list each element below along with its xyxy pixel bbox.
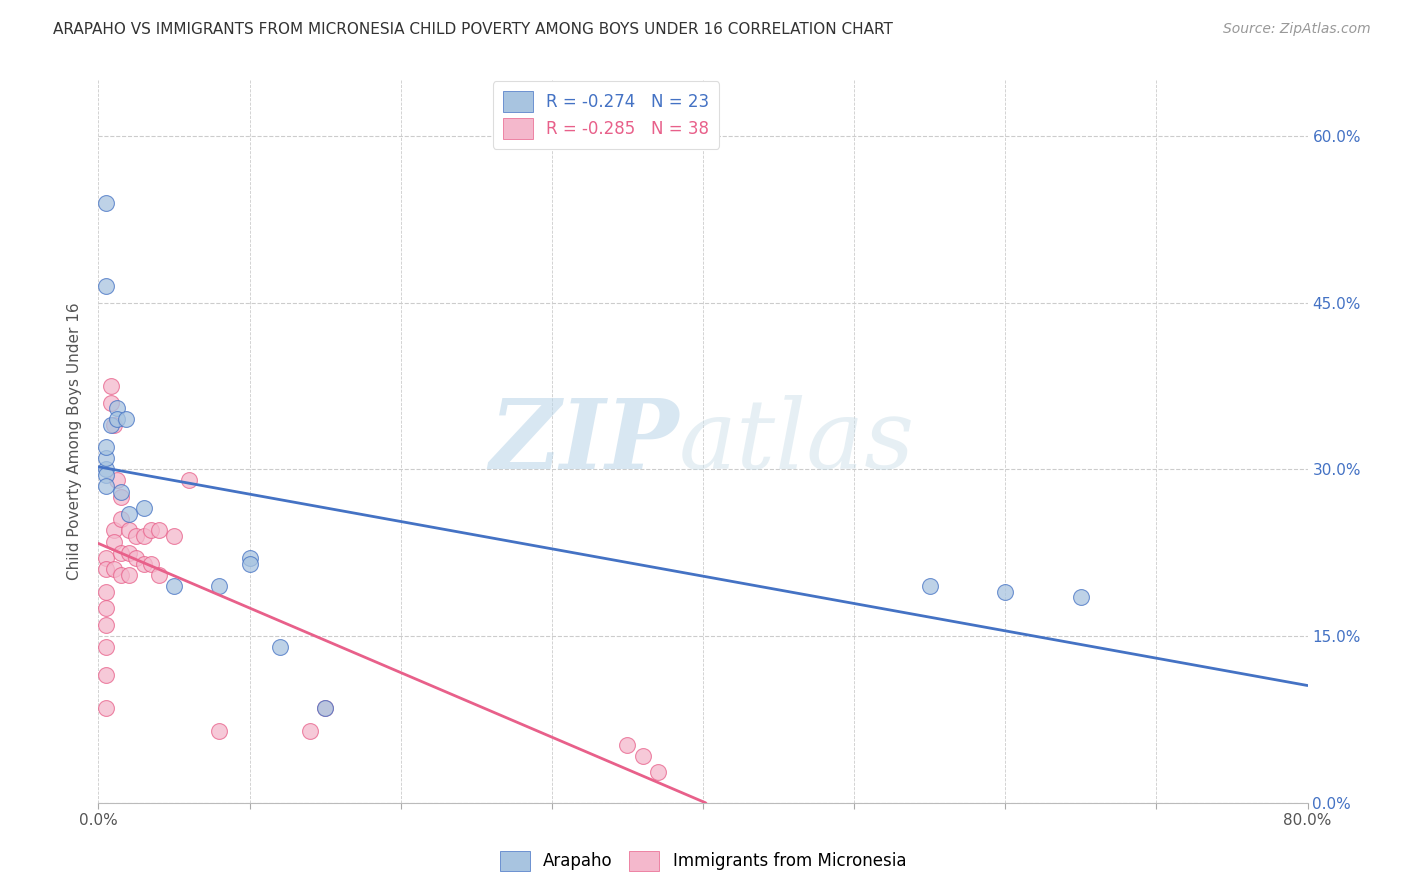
Point	[132, 557, 155, 571]
Point	[163, 579, 186, 593]
Point	[269, 640, 291, 655]
Point	[141, 524, 163, 538]
Point	[299, 723, 322, 738]
Point	[94, 551, 117, 566]
Point	[94, 668, 117, 682]
Point	[208, 579, 231, 593]
Point	[179, 474, 201, 488]
Point	[103, 417, 125, 432]
Point	[103, 562, 125, 576]
Point	[110, 546, 132, 560]
Point	[94, 562, 117, 576]
Y-axis label: Child Poverty Among Boys Under 16: Child Poverty Among Boys Under 16	[67, 302, 83, 581]
Point	[118, 524, 141, 538]
Point	[132, 501, 155, 516]
Point	[118, 568, 141, 582]
Point	[141, 557, 163, 571]
Point	[105, 412, 128, 426]
Legend: R = -0.274   N = 23, R = -0.285   N = 38: R = -0.274 N = 23, R = -0.285 N = 38	[494, 81, 720, 149]
Text: ZIP: ZIP	[489, 394, 679, 489]
Point	[94, 451, 117, 466]
Point	[118, 507, 141, 521]
Point	[163, 529, 186, 543]
Point	[125, 551, 148, 566]
Point	[148, 524, 170, 538]
Point	[616, 738, 638, 752]
Point	[105, 474, 128, 488]
Point	[208, 723, 231, 738]
Point	[148, 568, 170, 582]
Point	[110, 512, 132, 526]
Point	[105, 401, 128, 416]
Point	[631, 749, 654, 764]
Point	[100, 379, 122, 393]
Point	[110, 484, 132, 499]
Point	[100, 417, 122, 432]
Point	[125, 529, 148, 543]
Point	[94, 279, 117, 293]
Point	[94, 440, 117, 454]
Legend: Arapaho, Immigrants from Micronesia: Arapaho, Immigrants from Micronesia	[492, 842, 914, 880]
Point	[1070, 590, 1092, 604]
Text: ARAPAHO VS IMMIGRANTS FROM MICRONESIA CHILD POVERTY AMONG BOYS UNDER 16 CORRELAT: ARAPAHO VS IMMIGRANTS FROM MICRONESIA CH…	[53, 22, 893, 37]
Point	[94, 701, 117, 715]
Point	[100, 395, 122, 409]
Point	[239, 557, 262, 571]
Point	[94, 195, 117, 210]
Point	[110, 490, 132, 504]
Point	[94, 601, 117, 615]
Point	[94, 640, 117, 655]
Point	[314, 701, 336, 715]
Point	[103, 534, 125, 549]
Point	[239, 551, 262, 566]
Point	[994, 584, 1017, 599]
Point	[103, 524, 125, 538]
Point	[114, 412, 136, 426]
Point	[132, 529, 155, 543]
Point	[118, 546, 141, 560]
Point	[918, 579, 941, 593]
Point	[94, 462, 117, 476]
Point	[94, 467, 117, 482]
Text: atlas: atlas	[679, 394, 915, 489]
Point	[314, 701, 336, 715]
Point	[110, 568, 132, 582]
Point	[94, 618, 117, 632]
Point	[94, 479, 117, 493]
Point	[647, 764, 669, 779]
Point	[94, 584, 117, 599]
Text: Source: ZipAtlas.com: Source: ZipAtlas.com	[1223, 22, 1371, 37]
